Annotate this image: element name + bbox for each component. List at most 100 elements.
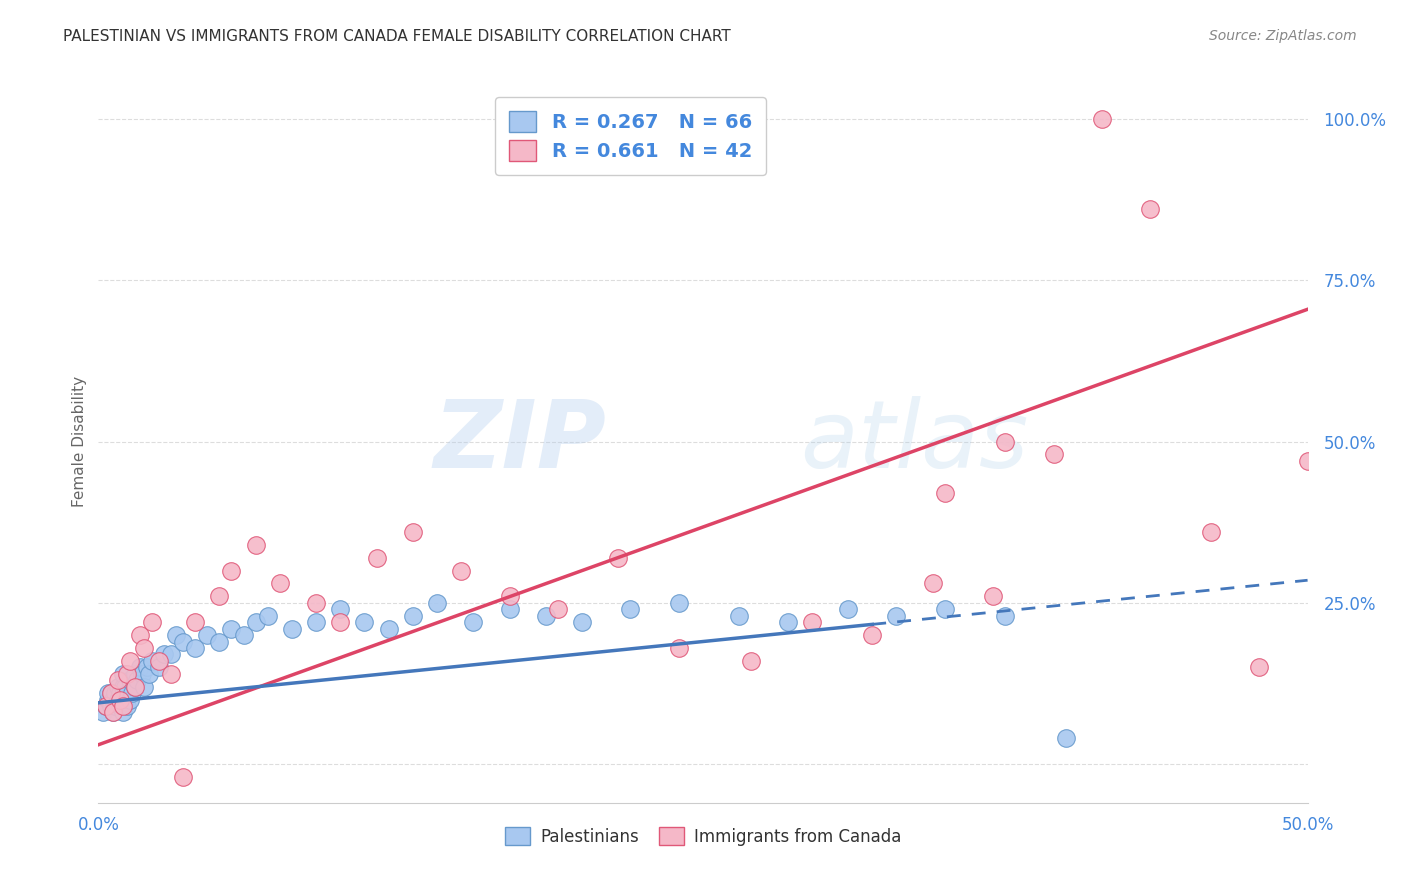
- Point: [134, 680, 156, 694]
- Point: [104, 699, 127, 714]
- Point: [463, 615, 485, 630]
- Point: [934, 486, 956, 500]
- Point: [776, 615, 799, 630]
- Point: [184, 640, 207, 655]
- Point: [837, 602, 859, 616]
- Point: [740, 654, 762, 668]
- Point: [366, 550, 388, 565]
- Point: [1042, 447, 1064, 461]
- Point: [118, 654, 141, 668]
- Legend: Palestinians, Immigrants from Canada: Palestinians, Immigrants from Canada: [498, 821, 908, 852]
- Point: [607, 550, 630, 565]
- Point: [498, 602, 520, 616]
- Point: [134, 640, 156, 655]
- Point: [1054, 731, 1077, 746]
- Point: [104, 686, 127, 700]
- Point: [108, 699, 131, 714]
- Text: Source: ZipAtlas.com: Source: ZipAtlas.com: [1209, 29, 1357, 43]
- Point: [221, 564, 243, 578]
- Point: [101, 706, 124, 720]
- Point: [232, 628, 254, 642]
- Point: [886, 608, 908, 623]
- Point: [111, 666, 134, 681]
- Point: [148, 660, 170, 674]
- Point: [107, 692, 129, 706]
- Point: [860, 628, 883, 642]
- Point: [117, 666, 139, 681]
- Point: [91, 706, 114, 720]
- Point: [208, 634, 231, 648]
- Point: [148, 654, 170, 668]
- Point: [100, 686, 122, 700]
- Point: [402, 524, 425, 539]
- Point: [94, 699, 117, 714]
- Text: ZIP: ZIP: [433, 395, 606, 488]
- Point: [114, 680, 136, 694]
- Point: [668, 596, 690, 610]
- Point: [100, 699, 122, 714]
- Point: [138, 666, 160, 681]
- Point: [377, 622, 399, 636]
- Point: [131, 666, 153, 681]
- Point: [245, 615, 267, 630]
- Point: [101, 692, 124, 706]
- Point: [97, 692, 120, 706]
- Point: [184, 615, 207, 630]
- Point: [221, 622, 243, 636]
- Point: [118, 692, 141, 706]
- Point: [1199, 524, 1222, 539]
- Point: [208, 590, 231, 604]
- Point: [245, 538, 267, 552]
- Point: [1249, 660, 1271, 674]
- Point: [329, 602, 352, 616]
- Point: [124, 666, 146, 681]
- Text: atlas: atlas: [800, 396, 1028, 487]
- Point: [619, 602, 641, 616]
- Point: [571, 615, 593, 630]
- Point: [124, 680, 146, 694]
- Point: [128, 628, 150, 642]
- Point: [152, 648, 174, 662]
- Point: [450, 564, 472, 578]
- Point: [101, 706, 124, 720]
- Point: [114, 692, 136, 706]
- Point: [547, 602, 569, 616]
- Point: [498, 590, 520, 604]
- Point: [94, 699, 117, 714]
- Point: [728, 608, 751, 623]
- Point: [111, 680, 134, 694]
- Point: [668, 640, 690, 655]
- Point: [994, 434, 1017, 449]
- Point: [107, 680, 129, 694]
- Point: [111, 692, 134, 706]
- Point: [269, 576, 291, 591]
- Point: [128, 660, 150, 674]
- Point: [426, 596, 449, 610]
- Point: [135, 660, 157, 674]
- Point: [281, 622, 304, 636]
- Point: [124, 680, 146, 694]
- Point: [305, 596, 328, 610]
- Point: [111, 699, 134, 714]
- Point: [934, 602, 956, 616]
- Point: [111, 706, 134, 720]
- Point: [118, 673, 141, 688]
- Point: [402, 608, 425, 623]
- Point: [107, 673, 129, 688]
- Point: [100, 686, 122, 700]
- Point: [1139, 202, 1161, 217]
- Point: [195, 628, 218, 642]
- Point: [1091, 112, 1114, 126]
- Point: [1296, 454, 1319, 468]
- Point: [921, 576, 943, 591]
- Point: [141, 615, 163, 630]
- Point: [994, 608, 1017, 623]
- Point: [117, 699, 139, 714]
- Y-axis label: Female Disability: Female Disability: [72, 376, 87, 508]
- Text: PALESTINIAN VS IMMIGRANTS FROM CANADA FEMALE DISABILITY CORRELATION CHART: PALESTINIAN VS IMMIGRANTS FROM CANADA FE…: [63, 29, 731, 44]
- Point: [160, 648, 183, 662]
- Point: [141, 654, 163, 668]
- Point: [534, 608, 557, 623]
- Point: [981, 590, 1004, 604]
- Point: [108, 686, 131, 700]
